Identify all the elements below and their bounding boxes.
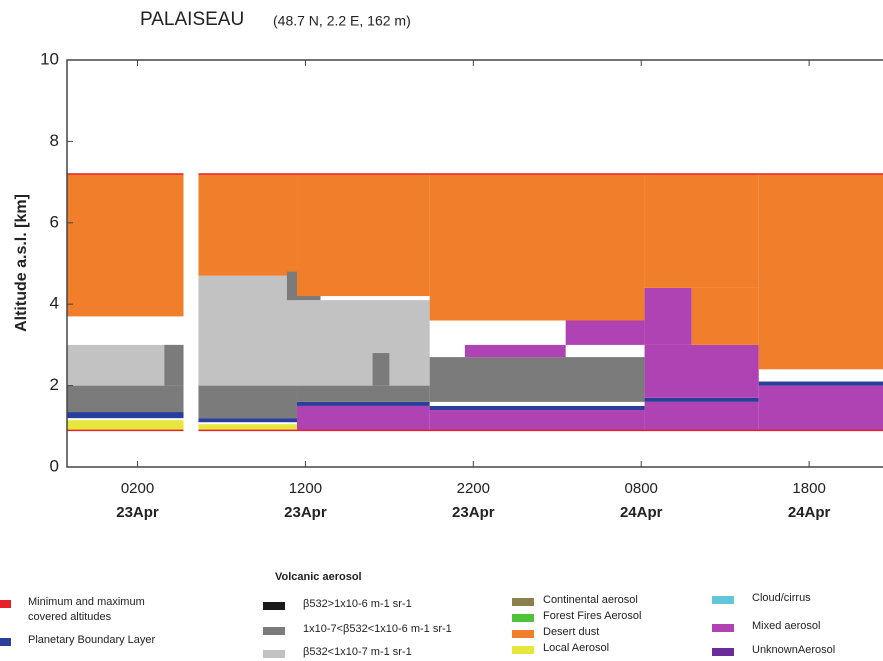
- axis-frame: [66, 59, 883, 468]
- legend-swatch: [512, 646, 534, 654]
- aerosol-layer: [429, 410, 645, 431]
- aerosol-layer: [198, 424, 298, 431]
- aerosol-layer: [429, 405, 645, 411]
- aerosol-layer: [198, 173, 298, 276]
- chart-title: PALAISEAU: [140, 9, 244, 30]
- x-tick-label: 1200: [289, 480, 322, 497]
- y-tick-label: 4: [50, 294, 59, 313]
- legend-swatch: [263, 650, 285, 658]
- aerosol-layer: [297, 405, 430, 431]
- aerosol-layer: [691, 287, 759, 345]
- legend-label: Forest Fires Aerosol: [543, 610, 641, 622]
- y-tick-label: 6: [50, 212, 59, 231]
- x-tick-label: 2200: [457, 480, 490, 497]
- legend-label: Mixed aerosol: [752, 620, 820, 632]
- legend-swatch: [263, 627, 285, 635]
- y-tick-label: 2: [50, 375, 59, 394]
- legend-swatch: [0, 638, 11, 646]
- legend-label: β532>1x10-6 m-1 sr-1: [303, 598, 412, 610]
- aerosol-layer: [67, 344, 184, 386]
- x-tick-date: 23Apr: [284, 504, 327, 521]
- aerosol-layer: [198, 275, 298, 386]
- legend-label: Planetary Boundary Layer: [28, 634, 156, 646]
- aerosol-layer: [429, 173, 645, 321]
- legend-swatch: [512, 598, 534, 606]
- x-tick-label: 0800: [625, 480, 658, 497]
- aerosol-layer: [198, 418, 298, 423]
- aerosol-layer: [67, 420, 184, 431]
- chart-subtitle: (48.7 N, 2.2 E, 162 m): [273, 13, 411, 29]
- legend-label: UnknownAerosol: [752, 644, 835, 656]
- legend-label: Desert dust: [543, 626, 599, 638]
- legend-swatch: [263, 602, 285, 610]
- y-tick-label: 10: [40, 49, 59, 68]
- aerosol-layer: [644, 287, 692, 345]
- legend-label: Cloud/cirrus: [752, 592, 811, 604]
- x-tick-label: 1800: [792, 480, 825, 497]
- legend-label: covered altitudes: [28, 611, 112, 623]
- aerosol-layer: [297, 173, 430, 297]
- aerosol-layer: [67, 385, 184, 413]
- aerosol-layer: [372, 353, 390, 386]
- aerosol-layer: [758, 385, 883, 431]
- y-tick-label: 0: [50, 456, 59, 475]
- aerosol-layer: [67, 173, 184, 317]
- x-tick-date: 23Apr: [116, 504, 159, 521]
- legend-swatch: [712, 624, 734, 632]
- aerosol-layer: [429, 357, 645, 402]
- aerosol-layer: [164, 344, 184, 386]
- legend-swatch: [712, 648, 734, 656]
- x-tick-date: 24Apr: [788, 504, 831, 521]
- aerosol-layer: [758, 381, 883, 386]
- legend-label: Minimum and maximum: [28, 596, 145, 608]
- aerosol-layer: [758, 173, 883, 370]
- aerosol-layer: [644, 397, 759, 402]
- x-tick-date: 24Apr: [620, 504, 663, 521]
- aerosol-layer: [297, 401, 430, 406]
- y-axis-label: Altitude a.s.l. [km]: [13, 194, 30, 332]
- legend-label: β532<1x10-7 m-1 sr-1: [303, 646, 412, 658]
- aerosol-layer: [644, 401, 759, 431]
- y-tick-label: 8: [50, 131, 59, 150]
- legend-swatch: [712, 596, 734, 604]
- aerosol-layer: [464, 344, 566, 358]
- legend-header: Volcanic aerosol: [275, 571, 362, 583]
- aerosol-layer: [297, 385, 430, 402]
- aerosol-layer: [644, 344, 759, 398]
- aerosol-layer: [67, 412, 184, 419]
- legend-swatch: [512, 630, 534, 638]
- legend-label: 1x10-7<β532<1x10-6 m-1 sr-1: [303, 623, 452, 635]
- aerosol-layer: [297, 300, 430, 386]
- legend-label: Local Aerosol: [543, 642, 609, 654]
- legend-swatch: [512, 614, 534, 622]
- aerosol-layer: [198, 385, 298, 419]
- legend-swatch: [0, 600, 11, 608]
- x-tick-label: 0200: [121, 480, 154, 497]
- aerosol-layer: [644, 173, 759, 288]
- x-tick-date: 23Apr: [452, 504, 495, 521]
- legend-label: Continental aerosol: [543, 594, 638, 606]
